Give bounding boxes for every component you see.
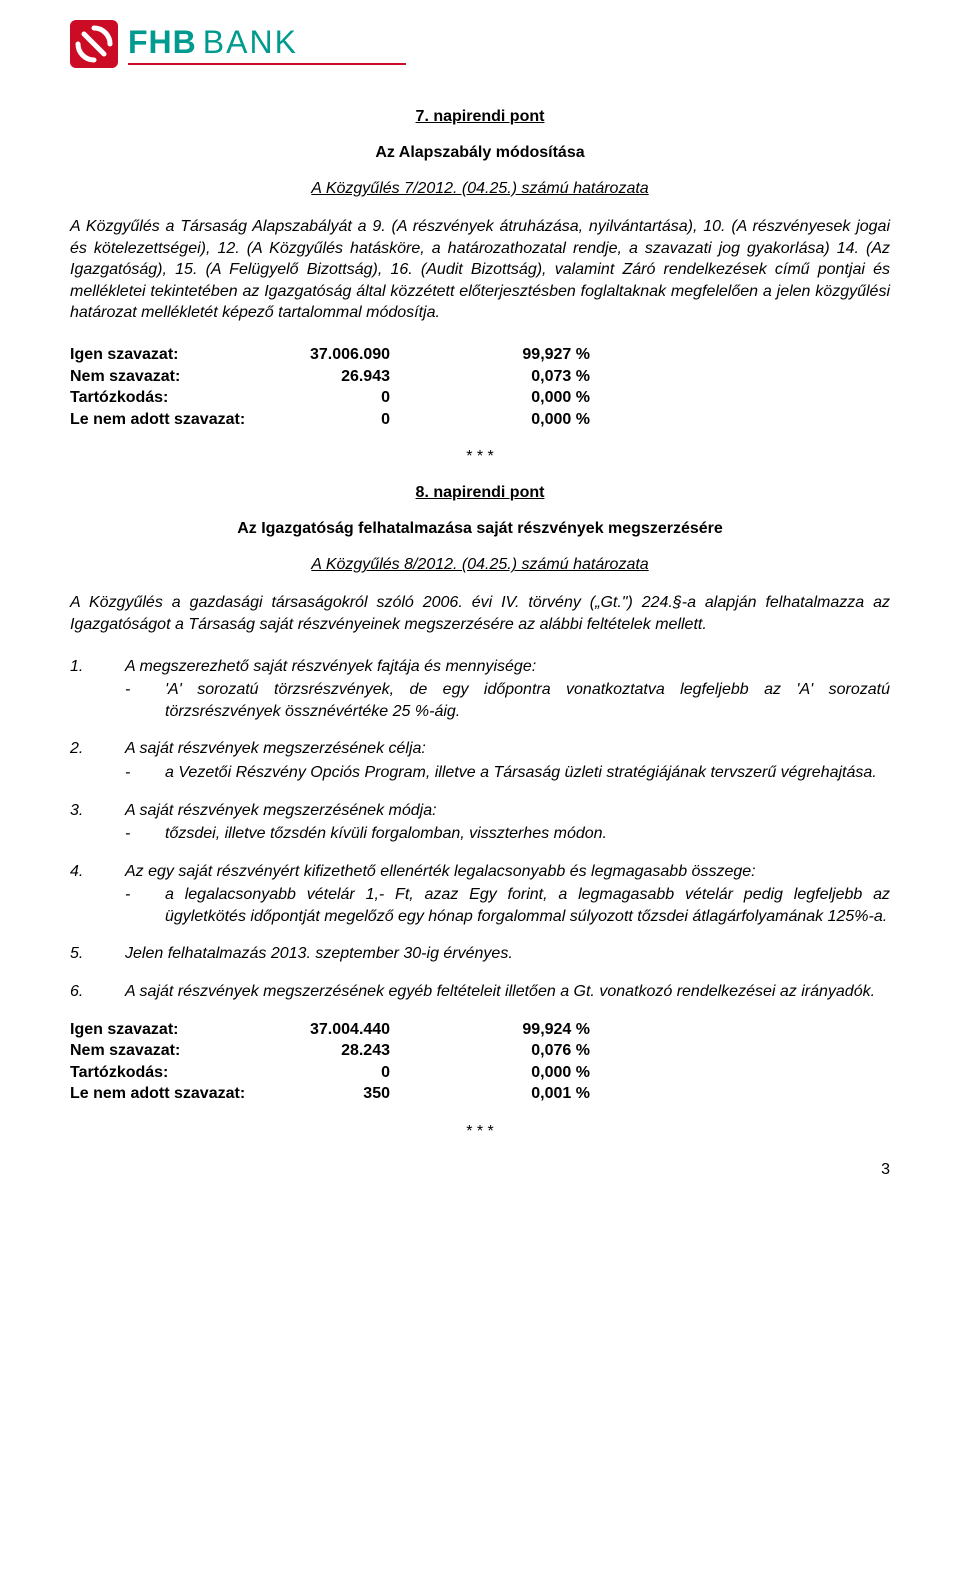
vote-pct: 0,076 % [470, 1040, 590, 1062]
list-head: Jelen felhatalmazás 2013. szeptember 30-… [125, 943, 890, 965]
vote-label: Le nem adott szavazat: [70, 1083, 310, 1105]
list-head: A megszerezhető saját részvények fajtája… [125, 656, 890, 678]
dash-icon: - [125, 823, 165, 845]
list-num: 2. [70, 738, 125, 783]
vote-count: 0 [310, 387, 470, 409]
vote-label: Le nem adott szavazat: [70, 409, 310, 431]
page-number: 3 [881, 1161, 890, 1179]
list-num: 4. [70, 861, 125, 928]
vote-pct: 99,924 % [470, 1019, 590, 1041]
list-head: A saját részvények megszerzésének módja: [125, 800, 890, 822]
vote-count: 350 [310, 1083, 470, 1105]
vote-count: 37.004.440 [310, 1019, 470, 1041]
vote-count: 26.943 [310, 366, 470, 388]
list-head: A saját részvények megszerzésének célja: [125, 738, 890, 760]
vote-row: Tartózkodás: 0 0,000 % [70, 1062, 890, 1084]
logo-word: BANK [203, 24, 298, 61]
vote-pct: 99,927 % [470, 344, 590, 366]
vote-row: Le nem adott szavazat: 0 0,000 % [70, 409, 890, 431]
agenda8-title: 8. napirendi pont [70, 484, 890, 502]
list-sub: a Vezetői Részvény Opciós Program, illet… [165, 762, 890, 784]
agenda7-body: A Közgyűlés a Társaság Alapszabályát a 9… [70, 216, 890, 324]
dash-icon: - [125, 679, 165, 722]
vote-count: 28.243 [310, 1040, 470, 1062]
vote-count: 0 [310, 1062, 470, 1084]
document-page: FHB BANK 7. napirendi pont Az Alapszabál… [0, 0, 960, 1199]
vote-pct: 0,000 % [470, 387, 590, 409]
logo-underline [128, 63, 406, 65]
vote-pct: 0,073 % [470, 366, 590, 388]
agenda7-title: 7. napirendi pont [70, 108, 890, 126]
list-head: A saját részvények megszerzésének egyéb … [125, 981, 890, 1003]
vote-label: Tartózkodás: [70, 387, 310, 409]
agenda8-list: 1. A megszerezhető saját részvények fajt… [70, 656, 890, 1003]
vote-label: Nem szavazat: [70, 1040, 310, 1062]
agenda8-vote-table: Igen szavazat: 37.004.440 99,924 % Nem s… [70, 1019, 890, 1105]
list-item: 3. A saját részvények megszerzésének mód… [70, 800, 890, 845]
agenda8-subtitle: Az Igazgatóság felhatalmazása saját rész… [70, 520, 890, 538]
vote-count: 37.006.090 [310, 344, 470, 366]
logo-brand: FHB [128, 24, 197, 61]
list-num: 6. [70, 981, 125, 1003]
agenda7-resolution-title: A Közgyűlés 7/2012. (04.25.) számú határ… [70, 180, 890, 198]
list-item: 2. A saját részvények megszerzésének cél… [70, 738, 890, 783]
separator: * * * [70, 448, 890, 466]
list-item: 5. Jelen felhatalmazás 2013. szeptember … [70, 943, 890, 965]
agenda7-vote-table: Igen szavazat: 37.006.090 99,927 % Nem s… [70, 344, 890, 430]
vote-label: Tartózkodás: [70, 1062, 310, 1084]
list-item: 6. A saját részvények megszerzésének egy… [70, 981, 890, 1003]
vote-row: Igen szavazat: 37.006.090 99,927 % [70, 344, 890, 366]
logo: FHB BANK [70, 20, 890, 68]
vote-count: 0 [310, 409, 470, 431]
logo-icon [70, 20, 118, 68]
vote-pct: 0,000 % [470, 409, 590, 431]
dash-icon: - [125, 762, 165, 784]
separator: * * * [70, 1123, 890, 1141]
vote-label: Nem szavazat: [70, 366, 310, 388]
vote-row: Tartózkodás: 0 0,000 % [70, 387, 890, 409]
dash-icon: - [125, 884, 165, 927]
list-head: Az egy saját részvényért kifizethető ell… [125, 861, 890, 883]
agenda7-subtitle: Az Alapszabály módosítása [70, 144, 890, 162]
list-num: 5. [70, 943, 125, 965]
list-sub: a legalacsonyabb vételár 1,- Ft, azaz Eg… [165, 884, 890, 927]
vote-row: Igen szavazat: 37.004.440 99,924 % [70, 1019, 890, 1041]
agenda8-intro: A Közgyűlés a gazdasági társaságokról sz… [70, 592, 890, 635]
list-num: 1. [70, 656, 125, 723]
list-sub: 'A' sorozatú törzsrészvények, de egy idő… [165, 679, 890, 722]
list-item: 1. A megszerezhető saját részvények fajt… [70, 656, 890, 723]
vote-pct: 0,000 % [470, 1062, 590, 1084]
vote-row: Nem szavazat: 26.943 0,073 % [70, 366, 890, 388]
list-num: 3. [70, 800, 125, 845]
logo-text-block: FHB BANK [128, 24, 406, 65]
vote-label: Igen szavazat: [70, 1019, 310, 1041]
vote-row: Nem szavazat: 28.243 0,076 % [70, 1040, 890, 1062]
vote-pct: 0,001 % [470, 1083, 590, 1105]
vote-row: Le nem adott szavazat: 350 0,001 % [70, 1083, 890, 1105]
list-item: 4. Az egy saját részvényért kifizethető … [70, 861, 890, 928]
list-sub: tőzsdei, illetve tőzsdén kívüli forgalom… [165, 823, 890, 845]
agenda8-resolution-title: A Közgyűlés 8/2012. (04.25.) számú határ… [70, 556, 890, 574]
vote-label: Igen szavazat: [70, 344, 310, 366]
